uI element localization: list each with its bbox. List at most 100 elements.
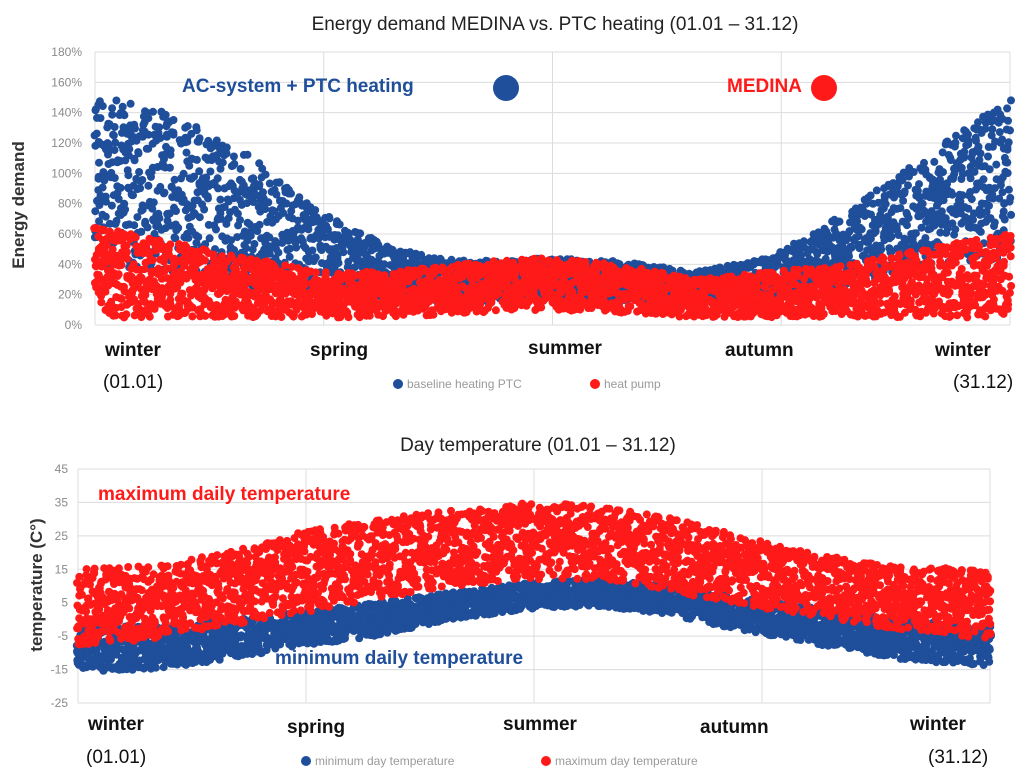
data-point bbox=[126, 99, 135, 108]
y-tick-label: 180% bbox=[51, 45, 82, 59]
data-point bbox=[976, 149, 985, 158]
data-point bbox=[120, 199, 129, 208]
data-point bbox=[110, 123, 119, 131]
y-tick-label: 80% bbox=[58, 197, 82, 211]
data-point bbox=[243, 150, 252, 159]
data-point bbox=[220, 203, 229, 211]
data-point bbox=[133, 213, 142, 222]
data-point bbox=[108, 104, 117, 113]
y-tick-label: 0% bbox=[65, 318, 83, 332]
energy-chart-y-label: Energy demand bbox=[9, 141, 28, 269]
data-point bbox=[259, 188, 267, 197]
data-point bbox=[98, 183, 107, 192]
data-point bbox=[230, 312, 239, 320]
data-point bbox=[192, 126, 201, 135]
data-point bbox=[165, 163, 174, 172]
energy-chart: Energy demand MEDINA vs. PTC heating (01… bbox=[9, 14, 1016, 393]
energy-chart-points bbox=[90, 96, 1016, 322]
data-point bbox=[169, 116, 178, 124]
data-point bbox=[942, 228, 951, 237]
data-point bbox=[904, 214, 913, 223]
data-point bbox=[166, 146, 175, 155]
data-point bbox=[192, 155, 201, 164]
data-point bbox=[1007, 96, 1015, 105]
data-point bbox=[116, 183, 125, 192]
data-point bbox=[248, 245, 257, 254]
data-point bbox=[114, 270, 123, 279]
data-point bbox=[114, 195, 123, 203]
data-point bbox=[930, 157, 939, 166]
data-point bbox=[920, 158, 928, 167]
data-point bbox=[166, 240, 175, 249]
data-point bbox=[281, 261, 290, 270]
data-point bbox=[960, 152, 969, 161]
data-point bbox=[120, 282, 128, 291]
data-point bbox=[877, 245, 886, 254]
data-point bbox=[300, 281, 309, 289]
data-point bbox=[967, 195, 976, 204]
data-point bbox=[285, 244, 294, 253]
data-point bbox=[951, 138, 960, 147]
data-point bbox=[140, 265, 149, 274]
data-point bbox=[138, 201, 147, 210]
data-point bbox=[183, 122, 192, 131]
data-point bbox=[137, 227, 146, 236]
data-point bbox=[263, 249, 272, 258]
data-point bbox=[188, 312, 197, 321]
data-point bbox=[233, 209, 242, 218]
data-point bbox=[194, 233, 203, 241]
data-point bbox=[174, 223, 183, 232]
data-point bbox=[145, 312, 154, 321]
data-point bbox=[988, 125, 997, 134]
data-point bbox=[1006, 126, 1014, 135]
data-point bbox=[134, 149, 143, 158]
data-point bbox=[399, 285, 408, 294]
data-point bbox=[91, 207, 100, 216]
data-point bbox=[184, 233, 193, 242]
data-point bbox=[183, 137, 192, 146]
data-point bbox=[130, 232, 139, 241]
data-point bbox=[130, 221, 139, 230]
data-point bbox=[179, 169, 188, 178]
data-point bbox=[156, 134, 165, 142]
data-point bbox=[117, 261, 126, 269]
data-point bbox=[236, 164, 245, 173]
data-point bbox=[308, 246, 317, 255]
data-point bbox=[277, 313, 286, 321]
data-point bbox=[1004, 185, 1013, 194]
data-point bbox=[143, 223, 152, 232]
data-point bbox=[200, 205, 209, 214]
data-point bbox=[335, 220, 344, 229]
data-point bbox=[261, 170, 270, 179]
data-point bbox=[834, 217, 843, 226]
data-point bbox=[149, 107, 157, 116]
data-point bbox=[847, 243, 856, 252]
data-point bbox=[243, 199, 251, 208]
data-point bbox=[1003, 169, 1012, 178]
data-point bbox=[951, 225, 960, 234]
data-point bbox=[985, 165, 994, 174]
data-point bbox=[144, 181, 153, 190]
y-tick-label: 100% bbox=[51, 166, 82, 180]
data-point bbox=[95, 201, 104, 209]
data-point bbox=[265, 179, 274, 188]
data-point bbox=[203, 192, 212, 201]
data-point bbox=[325, 213, 334, 221]
data-point bbox=[285, 252, 294, 261]
data-point bbox=[391, 312, 400, 321]
data-point bbox=[944, 151, 953, 159]
data-point bbox=[202, 173, 211, 182]
data-point bbox=[171, 234, 180, 243]
y-tick-label: 20% bbox=[58, 288, 82, 302]
data-point bbox=[1005, 197, 1014, 206]
data-point bbox=[996, 181, 1005, 190]
data-point bbox=[97, 298, 106, 307]
data-point bbox=[957, 163, 966, 172]
data-point bbox=[148, 204, 157, 213]
data-point bbox=[213, 174, 222, 183]
data-point bbox=[904, 181, 912, 190]
data-point bbox=[185, 161, 194, 170]
data-point bbox=[429, 310, 438, 319]
data-point bbox=[255, 220, 264, 229]
data-point bbox=[1003, 143, 1012, 151]
